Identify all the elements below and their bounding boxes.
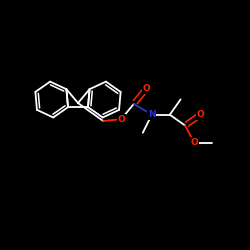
Text: O: O <box>142 84 150 93</box>
Text: O: O <box>196 110 204 119</box>
Text: N: N <box>148 110 156 119</box>
Text: O: O <box>190 138 198 147</box>
Text: O: O <box>117 115 125 124</box>
